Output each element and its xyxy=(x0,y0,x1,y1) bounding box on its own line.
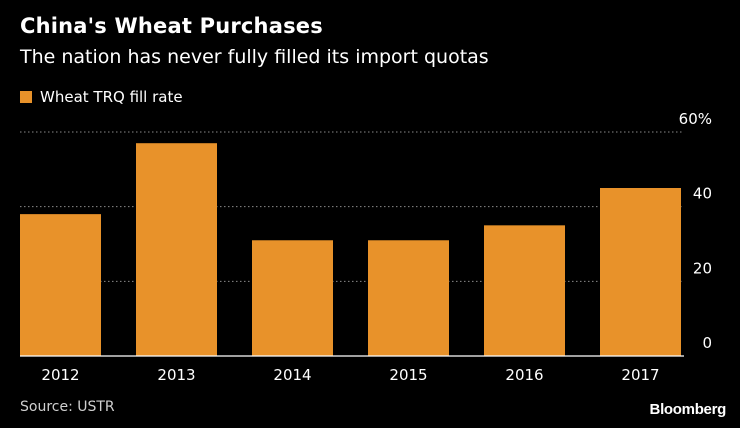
bloomberg-logo: Bloomberg xyxy=(649,401,727,418)
bars xyxy=(20,143,681,356)
y-tick-label: 20 xyxy=(693,259,712,277)
legend-swatch xyxy=(20,91,32,103)
y-tick-label: 60% xyxy=(679,110,712,128)
x-tick-label: 2016 xyxy=(505,366,543,384)
chart-subtitle: The nation has never fully filled its im… xyxy=(20,46,489,68)
legend-label: Wheat TRQ fill rate xyxy=(40,88,183,106)
y-tick-label: 0 xyxy=(702,334,712,352)
axes: 0 20 40 60% 2012 2013 2014 2015 2016 2017 xyxy=(20,110,712,384)
bar-2013 xyxy=(136,143,217,356)
x-tick-label: 2014 xyxy=(273,366,311,384)
x-tick-label: 2017 xyxy=(621,366,659,384)
x-tick-label: 2015 xyxy=(389,366,427,384)
source-note: Source: USTR xyxy=(20,399,115,415)
chart-title: China's Wheat Purchases xyxy=(20,14,323,38)
bar-2015 xyxy=(368,240,449,356)
y-tick-label: 40 xyxy=(693,185,712,203)
bar-2017 xyxy=(600,188,681,356)
x-tick-label: 2013 xyxy=(157,366,195,384)
gridlines xyxy=(20,131,684,282)
x-tick-label: 2012 xyxy=(41,366,79,384)
bar-2012 xyxy=(20,214,101,356)
bar-2014 xyxy=(252,240,333,356)
bar-2016 xyxy=(484,225,565,356)
legend: Wheat TRQ fill rate xyxy=(20,88,183,106)
